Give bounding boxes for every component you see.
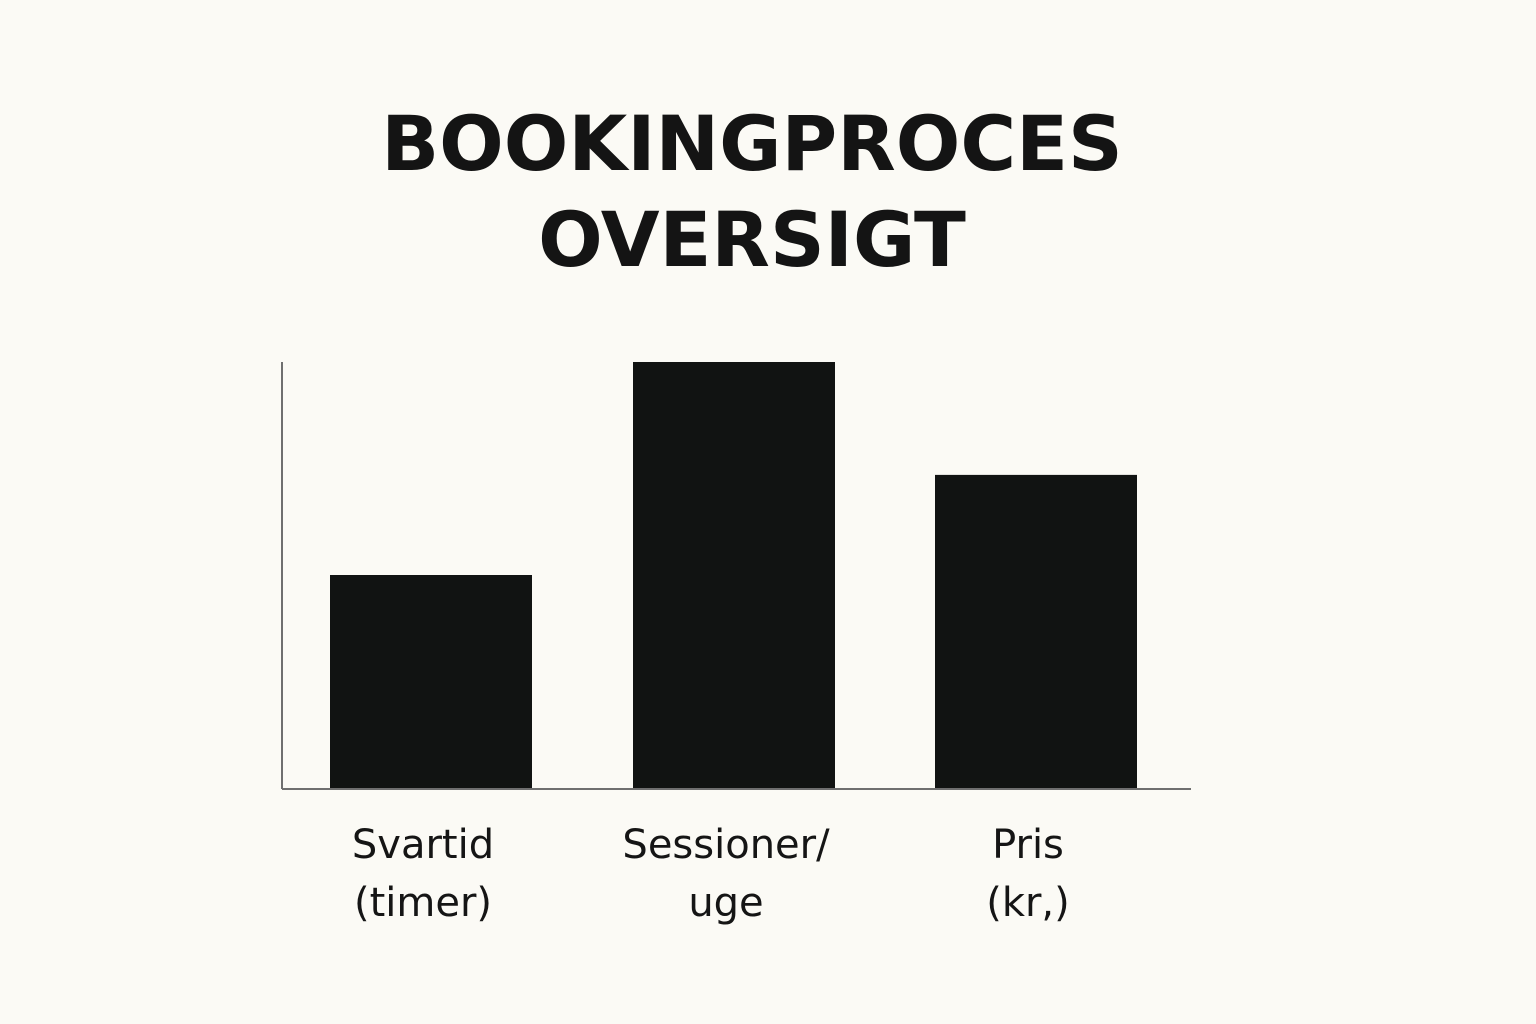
x-tick-label-2: Sessioner/uge (622, 822, 830, 926)
bar-2 (633, 362, 835, 788)
x-tick-label-1-line-1: Svartid (352, 822, 494, 868)
x-tick-label-2-line-1: Sessioner/ (622, 822, 830, 868)
bar-3 (935, 474, 1137, 788)
x-tick-label-3-line-2: (kr,) (986, 880, 1070, 926)
x-tick-label-3: Pris (kr,) (986, 822, 1070, 926)
chart-title-line-2: OVERSIGT (538, 195, 966, 284)
axes-group (281, 362, 1191, 790)
x-tick-label-1: Svartid (timer) (352, 822, 494, 926)
chart-title-line-1: BOOKINGPROCES (381, 99, 1123, 188)
x-tick-label-3-line-1: Pris (992, 822, 1064, 868)
x-tick-label-2-line-2: uge (688, 880, 763, 926)
category-labels-group: Svartid (timer) Sessioner/uge Pris (kr,) (352, 822, 1070, 926)
x-tick-label-1-line-2: (timer) (354, 880, 492, 926)
bar-1 (330, 575, 532, 788)
bars-group (330, 362, 1137, 788)
chart-title: BOOKINGPROCES OVERSIGT (200, 96, 1304, 288)
